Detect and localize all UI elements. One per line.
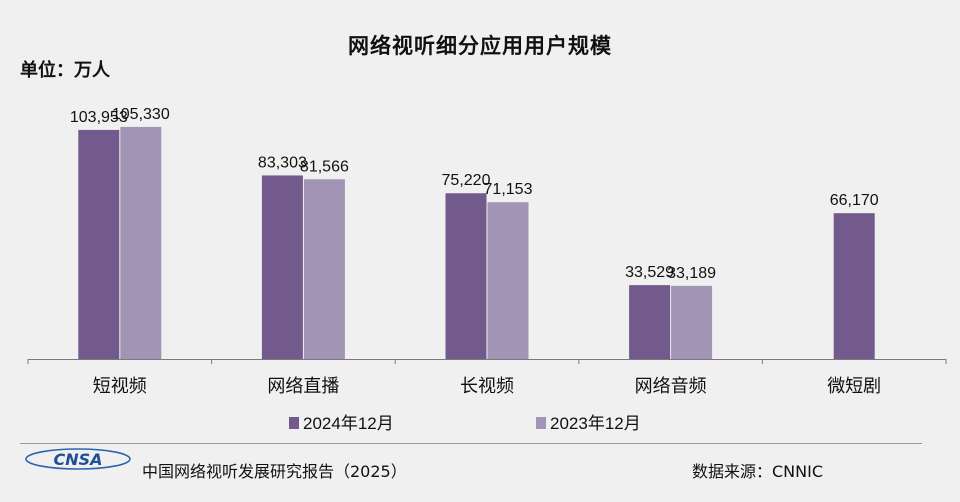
data-label: 33,529: [625, 264, 674, 281]
unit-label: 单位：万人: [20, 60, 110, 81]
bar-2024: [833, 213, 875, 359]
data-label: 33,189: [667, 265, 716, 282]
data-label: 75,220: [442, 172, 491, 189]
cnsa-logo: CNSA: [25, 448, 131, 470]
bar-2024: [445, 193, 487, 359]
data-label: 105,330: [112, 106, 170, 123]
category-label: 网络音频: [635, 376, 707, 397]
legend-swatch: [536, 417, 546, 429]
legend-label: 2024年12月: [303, 414, 394, 433]
data-label: 71,153: [484, 181, 533, 198]
legend-label: 2023年12月: [550, 414, 641, 433]
legend-swatch: [289, 417, 299, 429]
data-label: 83,303: [258, 154, 307, 171]
chart-title: 网络视听细分应用用户规模: [348, 34, 612, 58]
data-label: 66,170: [830, 192, 879, 209]
bar-2023: [120, 126, 162, 359]
category-label: 微短剧: [827, 376, 881, 397]
data-label: 81,566: [300, 158, 349, 175]
bar-2023: [487, 202, 529, 359]
data-label: 103,953: [70, 109, 128, 126]
logo-text: CNSA: [53, 450, 102, 469]
category-label: 长视频: [460, 376, 514, 397]
category-label: 网络直播: [267, 376, 339, 397]
footer-divider: [20, 443, 922, 444]
category-label: 短视频: [93, 376, 147, 397]
bar-2023: [303, 179, 345, 359]
bar-2023: [671, 285, 713, 359]
bar-2024: [78, 129, 120, 359]
report-name: 中国网络视听发展研究报告（2025）: [142, 462, 407, 481]
bar-2024: [629, 285, 671, 359]
data-source: 数据来源：CNNIC: [692, 462, 824, 481]
bar-2024: [261, 175, 303, 359]
